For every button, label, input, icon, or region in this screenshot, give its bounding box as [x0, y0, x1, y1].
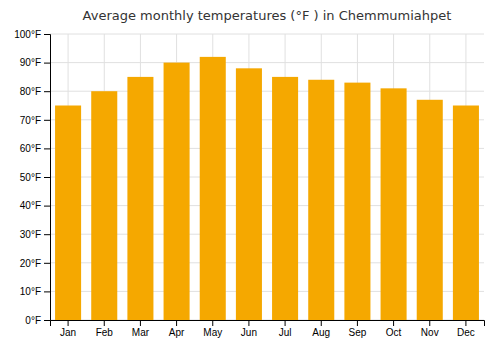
bar: [381, 88, 407, 320]
tick-mark: [44, 320, 50, 321]
tick: 100°F: [14, 29, 50, 40]
axis-line: [44, 35, 51, 321]
tick-label: 90°F: [20, 57, 41, 68]
tick-label: 70°F: [20, 115, 41, 126]
bars: [55, 57, 479, 320]
tick: Mar: [132, 320, 150, 338]
tick-mark: [465, 320, 466, 326]
tick: Dec: [457, 320, 475, 338]
tick-label: Jul: [279, 327, 292, 338]
tick: May: [203, 320, 222, 338]
tick: 40°F: [20, 200, 50, 211]
tick: Jul: [279, 320, 292, 338]
x-axis: Jan Feb Mar Apr May Jun Jul Aug Sep Oct Nov Dec: [51, 320, 485, 338]
tick-label: Apr: [169, 327, 185, 338]
tick-label: Jan: [60, 327, 76, 338]
bar: [200, 57, 226, 320]
tick-mark: [44, 177, 50, 178]
tick-label: 30°F: [20, 229, 41, 240]
tick: 50°F: [20, 172, 50, 183]
tick: 90°F: [20, 57, 50, 68]
tick: Nov: [421, 320, 439, 338]
tick-label: 80°F: [20, 86, 41, 97]
tick-mark: [44, 206, 50, 207]
tick-mark: [44, 120, 50, 121]
tick-label: Mar: [132, 327, 150, 338]
tick: 10°F: [20, 286, 50, 297]
tick-label: 60°F: [20, 143, 41, 154]
tick: Feb: [96, 320, 114, 338]
tick: Oct: [386, 320, 402, 338]
plot: 0°F 10°F 20°F 30°F 40°F 50°F 60°F 70°F 80°F 90°F 1…: [14, 29, 484, 338]
tick: 30°F: [20, 229, 50, 240]
tick: Apr: [169, 320, 185, 338]
bar: [417, 100, 443, 320]
tick-mark: [321, 320, 322, 326]
tick-mark: [68, 320, 69, 326]
tick: 0°F: [25, 315, 50, 326]
tick-mark: [44, 263, 50, 264]
grid: [50, 34, 484, 320]
tick: Sep: [349, 320, 367, 338]
tick-label: Dec: [457, 327, 475, 338]
tick: Aug: [312, 320, 330, 338]
tick-mark: [248, 320, 249, 326]
tick: Jun: [241, 320, 257, 338]
tick-label: 100°F: [14, 29, 41, 40]
tick-mark: [44, 291, 50, 292]
tick: 80°F: [20, 86, 50, 97]
tick-mark: [285, 320, 286, 326]
bar: [344, 83, 370, 320]
tick-label: 10°F: [20, 286, 41, 297]
tick-label: Jun: [241, 327, 257, 338]
bar: [164, 63, 190, 320]
tick: 20°F: [20, 258, 50, 269]
tick-label: 50°F: [20, 172, 41, 183]
bar: [236, 68, 262, 320]
tick: 70°F: [20, 115, 50, 126]
tick-mark: [44, 34, 50, 35]
tick-mark: [176, 320, 177, 326]
tick-label: Sep: [349, 327, 367, 338]
tick-mark: [104, 320, 105, 326]
bar: [55, 106, 81, 321]
bar: [308, 80, 334, 320]
tick-label: 40°F: [20, 200, 41, 211]
bar: [91, 91, 117, 320]
bar: [127, 77, 153, 320]
tick-label: May: [203, 327, 222, 338]
axis-line: [51, 321, 485, 327]
tick-label: Oct: [386, 327, 402, 338]
grid-line: [50, 62, 484, 63]
tick-mark: [140, 320, 141, 326]
tick: Jan: [60, 320, 76, 338]
tick-label: Aug: [312, 327, 330, 338]
tick-mark: [429, 320, 430, 326]
tick-mark: [44, 234, 50, 235]
tick-mark: [357, 320, 358, 326]
tick-mark: [212, 320, 213, 326]
bar: [272, 77, 298, 320]
grid-line: [50, 34, 484, 35]
tick-label: Feb: [96, 327, 114, 338]
tick-mark: [44, 91, 50, 92]
tick-mark: [393, 320, 394, 326]
tick-mark: [44, 63, 50, 64]
tick-mark: [44, 148, 50, 149]
tick-label: Nov: [421, 327, 439, 338]
tick-label: 0°F: [25, 315, 41, 326]
y-axis: 0°F 10°F 20°F 30°F 40°F 50°F 60°F 70°F 80°F 90°F 1…: [14, 29, 50, 326]
tick-label: 20°F: [20, 258, 41, 269]
tick: 60°F: [20, 143, 50, 154]
chart: 0°F 10°F 20°F 30°F 40°F 50°F 60°F 70°F 80°F 90°F 1…: [0, 0, 500, 350]
title: Average monthly temperatures (°F ) in Ch…: [83, 8, 452, 23]
bar: [453, 106, 479, 321]
